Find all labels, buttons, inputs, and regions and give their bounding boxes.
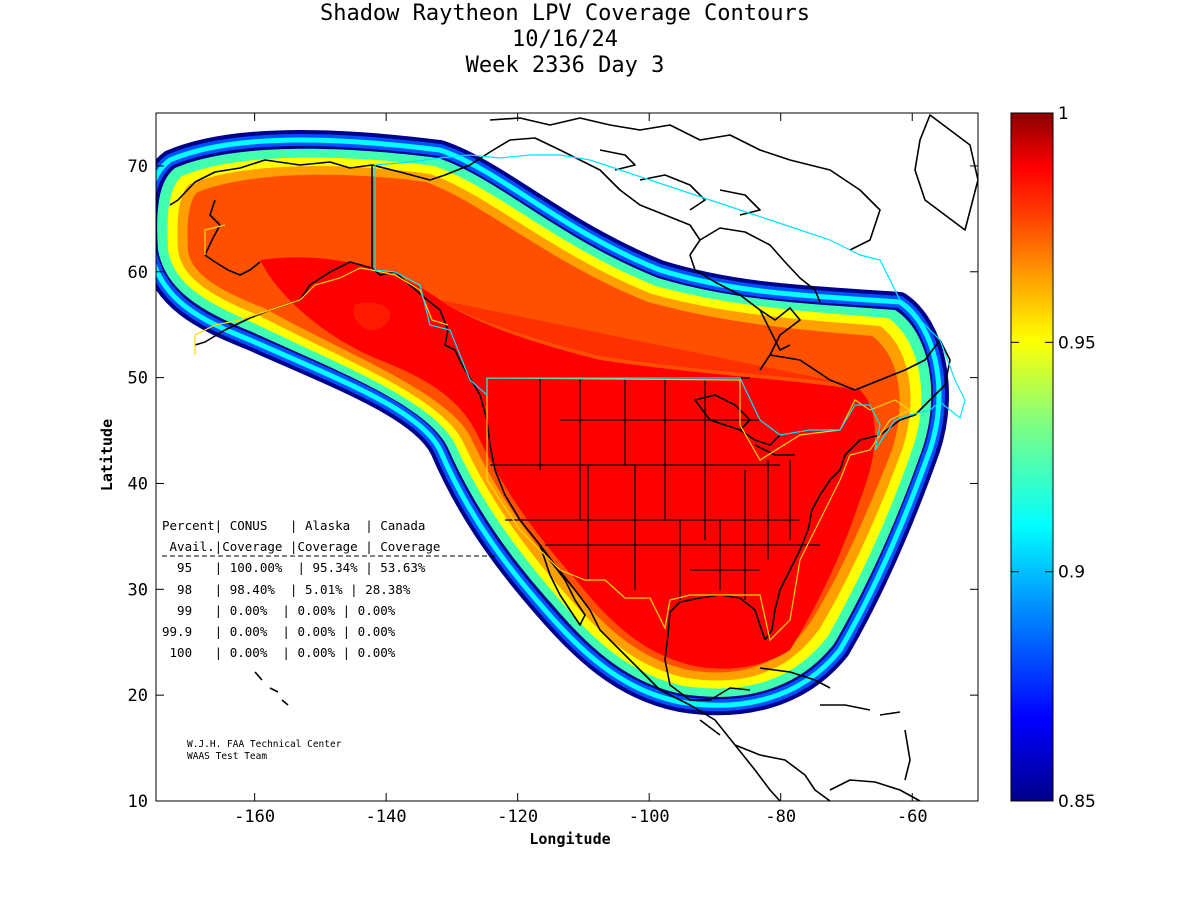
chart-week-day: Week 2336 Day 3 (465, 53, 665, 78)
x-tick-label: -60 (897, 807, 928, 827)
chart-title: Shadow Raytheon LPV Coverage Contours (319, 1, 811, 26)
y-tick-label: 70 (128, 157, 148, 177)
y-tick-label: 20 (128, 686, 148, 706)
table-row: 98 | 98.40% | 5.01% | 28.38% (162, 582, 411, 597)
baja-california (539, 544, 586, 626)
x-tick-label: -80 (765, 807, 796, 827)
table-row: 100 | 0.00% | 0.00% | 0.00% (162, 645, 396, 660)
contour-fill-alaska-red (353, 302, 391, 331)
south-america (829, 779, 921, 801)
canada-arctic-coast (371, 137, 801, 371)
caribbean (759, 667, 911, 781)
x-tick-label: -140 (366, 807, 407, 827)
colorbar-tick-label: 0.9 (1058, 563, 1085, 583)
y-tick-label: 30 (128, 580, 148, 600)
colorbar-tick-label: 1 (1058, 104, 1069, 124)
contour-fill-red (260, 257, 875, 669)
central-america (699, 719, 831, 801)
y-tick-label: 40 (128, 474, 148, 494)
chart-date: 10/16/24 (512, 27, 618, 52)
coverage-table: Percent| CONUS | Alaska | Canada Avail.|… (162, 518, 495, 660)
colorbar-tick-label: 0.95 (1058, 333, 1096, 353)
y-tick-label: 50 (128, 369, 148, 389)
x-tick-label: -120 (497, 807, 538, 827)
credit-line-2: WAAS Test Team (187, 751, 267, 762)
contour-band-090 (156, 137, 942, 708)
y-tick-label: 60 (128, 263, 148, 283)
hawaii (254, 671, 289, 706)
contour-fill-inner-ring (440, 300, 858, 386)
x-tick-label: -100 (629, 807, 670, 827)
y-axis-label: Latitude (98, 419, 116, 491)
table-row: 95 | 100.00% | 95.34% | 53.63% (162, 560, 426, 575)
credit-line-1: W.J.H. FAA Technical Center (187, 739, 342, 750)
arctic-islands (489, 117, 881, 251)
conus-service-boundary (486, 377, 912, 642)
colorbar-tick-label: 0.85 (1058, 792, 1096, 812)
coverage-contours (156, 130, 949, 716)
table-row: 99.9 | 0.00% | 0.00% | 0.00% (162, 624, 396, 639)
table-header-2: Avail.|Coverage |Coverage | Coverage (162, 539, 440, 554)
table-header-1: Percent| CONUS | Alaska | Canada (162, 518, 425, 533)
colorbar (1010, 112, 1054, 802)
greenland (914, 114, 978, 231)
canada-service-boundary (374, 154, 966, 451)
pacific-coast (469, 377, 781, 801)
alaska-service-boundary (194, 224, 449, 355)
table-row: 99 | 0.00% | 0.00% | 0.00% (162, 603, 396, 618)
x-axis-label: Longitude (529, 830, 610, 848)
colorbar-ticks: 1 0.95 0.9 0.85 (1011, 104, 1096, 812)
service-boundaries (194, 154, 966, 642)
plot-frame (155, 112, 979, 802)
x-tick-label: -160 (234, 807, 275, 827)
gulf-coast (664, 594, 766, 701)
axis-ticks: -160 -140 -120 -100 -80 -60 10 20 30 40 50 60 70 (128, 113, 978, 827)
great-lakes (694, 394, 795, 456)
y-tick-label: 10 (128, 792, 148, 812)
hudson-bay (699, 227, 821, 351)
